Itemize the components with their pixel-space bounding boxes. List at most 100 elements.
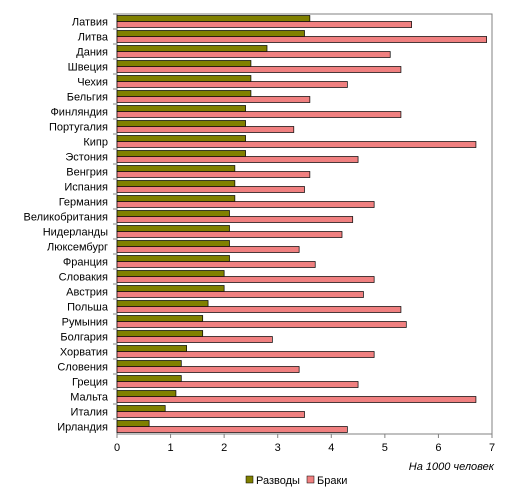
category-label-18: Австрия [66,287,108,299]
bar-marriages-5 [116,96,311,103]
bar-divorces-13 [116,210,230,217]
legend-label-marriages: Браки [317,475,347,487]
bar-marriages-3 [116,66,402,73]
bar-divorces-24 [116,375,182,382]
bar-divorces-2 [116,45,268,52]
bar-divorces-23 [116,360,182,367]
category-label-17: Словакия [59,272,108,284]
legend-swatch-marriages [306,475,315,484]
bar-divorces-21 [116,330,204,337]
bar-marriages-8 [116,141,477,148]
bar-marriages-15 [116,246,300,253]
bar-divorces-1 [116,30,305,37]
category-label-7: Португалия [49,122,108,134]
x-tick-label-3: 3 [275,442,281,454]
bar-marriages-7 [116,126,295,133]
category-label-21: Болгария [60,332,108,344]
x-tick-label-0: 0 [114,442,120,454]
category-label-2: Дания [76,47,108,59]
bar-divorces-26 [116,405,166,412]
x-axis-unit-label: На 1000 человек [409,461,495,473]
category-label-26: Италия [71,407,109,419]
bar-marriages-26 [116,411,305,418]
category-label-19: Польша [67,302,109,314]
bar-divorces-0 [116,15,311,22]
bar-divorces-16 [116,255,230,262]
bar-divorces-5 [116,90,252,97]
category-label-27: Ирландия [57,422,108,434]
bar-marriages-1 [116,36,487,43]
category-label-1: Литва [78,32,109,44]
bar-divorces-15 [116,240,230,247]
category-label-14: Нидерланды [43,227,108,239]
x-tick-label-1: 1 [168,442,174,454]
bar-marriages-13 [116,216,354,223]
bar-marriages-27 [116,426,348,433]
legend-label-divorces: Разводы [256,475,300,487]
category-label-4: Чехия [77,77,108,89]
bar-marriages-18 [116,291,364,298]
bar-marriages-2 [116,51,391,58]
bar-divorces-9 [116,150,246,157]
bar-marriages-4 [116,81,348,88]
category-label-11: Испания [64,182,108,194]
category-label-20: Румыния [62,317,108,329]
category-label-0: Латвия [72,17,108,29]
bar-marriages-11 [116,186,305,193]
bar-divorces-14 [116,225,230,232]
category-labels: Латвия Литва Дания Швеция Чехия Бельгия Финлян… [24,13,117,434]
x-tick-label-5: 5 [382,442,388,454]
legend: Разводы Браки [245,475,347,487]
bar-marriages-19 [116,306,402,313]
bar-divorces-17 [116,270,225,277]
bar-marriages-0 [116,21,412,28]
bar-marriages-22 [116,351,375,358]
bar-divorces-6 [116,105,246,112]
x-tick-label-6: 6 [435,442,441,454]
category-label-25: Мальта [70,392,109,404]
bar-marriages-20 [116,321,407,328]
bar-divorces-8 [116,135,246,142]
x-tick-label-4: 4 [328,442,334,454]
category-label-6: Финляндия [50,107,108,119]
bar-marriages-9 [116,156,359,163]
category-label-23: Словения [57,362,108,374]
category-label-12: Германия [59,197,108,209]
bar-marriages-6 [116,111,402,118]
legend-swatch-divorces [245,475,254,484]
category-label-16: Франция [63,257,108,269]
bar-marriages-10 [116,171,311,178]
bar-divorces-12 [116,195,236,202]
bar-divorces-18 [116,285,225,292]
bar-divorces-20 [116,315,204,322]
bar-marriages-16 [116,261,316,268]
bar-divorces-11 [116,180,236,187]
bar-divorces-4 [116,75,252,82]
bar-divorces-22 [116,345,187,352]
bar-marriages-21 [116,336,273,343]
x-axis: 0 1 2 3 4 5 6 7 [114,434,495,454]
bar-marriages-14 [116,231,343,238]
bar-divorces-25 [116,390,177,397]
bar-marriages-24 [116,381,359,388]
x-tick-label-7: 7 [489,442,495,454]
category-label-9: Эстония [65,152,108,164]
category-label-22: Хорватия [60,347,108,359]
category-label-5: Бельгия [67,92,108,104]
bars [116,15,487,433]
category-label-10: Венгрия [66,167,108,179]
bar-divorces-3 [116,60,252,67]
bar-marriages-12 [116,201,375,208]
bar-divorces-27 [116,420,150,427]
category-label-8: Кипр [83,137,108,149]
category-label-24: Греция [72,377,108,389]
category-label-3: Швеция [68,62,108,74]
bar-divorces-7 [116,120,246,127]
x-tick-label-2: 2 [221,442,227,454]
bar-marriages-25 [116,396,477,403]
category-label-13: Великобритания [24,212,109,224]
bar-marriages-17 [116,276,375,283]
bar-marriages-23 [116,366,300,373]
bar-divorces-19 [116,300,209,307]
